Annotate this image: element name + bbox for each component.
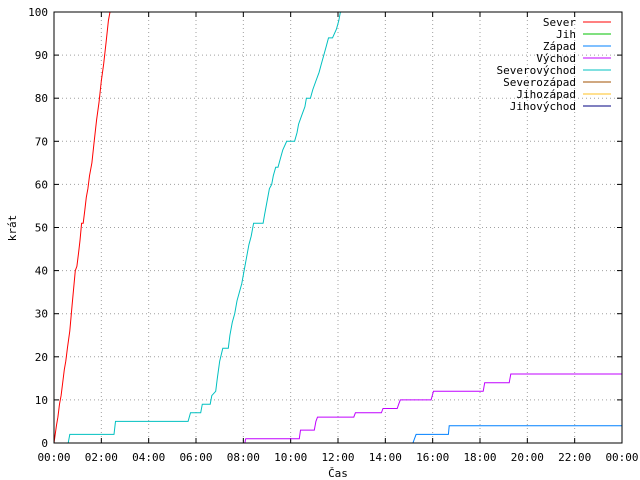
y-tick-label: 0 bbox=[41, 437, 48, 450]
x-tick-label: 22:00 bbox=[558, 451, 591, 464]
series-line-sever bbox=[53, 11, 111, 444]
x-tick-label: 04:00 bbox=[132, 451, 165, 464]
legend-label: Jihozápad bbox=[516, 88, 576, 101]
x-tick-label: 20:00 bbox=[511, 451, 544, 464]
legend-label: Východ bbox=[536, 52, 576, 65]
tick-layer: 0 10 20 30 40 50 60 70 80 90 100 00:00 02:00 04:00 06:… bbox=[28, 6, 638, 464]
x-tick-label: 16:00 bbox=[416, 451, 449, 464]
y-tick-label: 70 bbox=[35, 135, 48, 148]
legend-label: Severozápad bbox=[503, 76, 576, 89]
x-tick-label: 00:00 bbox=[37, 451, 70, 464]
y-tick-label: 90 bbox=[35, 49, 48, 62]
y-axis-label: krát bbox=[6, 215, 19, 242]
x-tick-label: 00:00 bbox=[605, 451, 638, 464]
legend-label: Jih bbox=[556, 28, 576, 41]
series-line-severovychod bbox=[54, 11, 341, 444]
legend: SeverJihZápadVýchodSeverovýchodSeverozáp… bbox=[497, 16, 611, 113]
grid-layer bbox=[54, 12, 622, 443]
y-tick-label: 30 bbox=[35, 308, 48, 321]
y-tick-label: 50 bbox=[35, 222, 48, 235]
x-tick-label: 12:00 bbox=[321, 451, 354, 464]
legend-label: Sever bbox=[543, 16, 576, 29]
x-axis-label: Čas bbox=[328, 467, 348, 480]
x-tick-label: 06:00 bbox=[179, 451, 212, 464]
x-tick-label: 02:00 bbox=[85, 451, 118, 464]
y-tick-label: 10 bbox=[35, 394, 48, 407]
x-tick-label: 18:00 bbox=[463, 451, 496, 464]
legend-label: Západ bbox=[543, 40, 576, 53]
x-tick-label: 14:00 bbox=[369, 451, 402, 464]
y-tick-label: 40 bbox=[35, 265, 48, 278]
series-line-vychod bbox=[54, 373, 622, 444]
y-tick-label: 100 bbox=[28, 6, 48, 19]
y-tick-label: 80 bbox=[35, 92, 48, 105]
plot-frame bbox=[53, 11, 623, 444]
y-tick-label: 20 bbox=[35, 351, 48, 364]
x-tick-label: 10:00 bbox=[274, 451, 307, 464]
y-tick-label: 60 bbox=[35, 178, 48, 191]
x-tick-label: 08:00 bbox=[227, 451, 260, 464]
legend-label: Severovýchod bbox=[497, 64, 576, 77]
legend-label: Jihovýchod bbox=[510, 100, 576, 113]
